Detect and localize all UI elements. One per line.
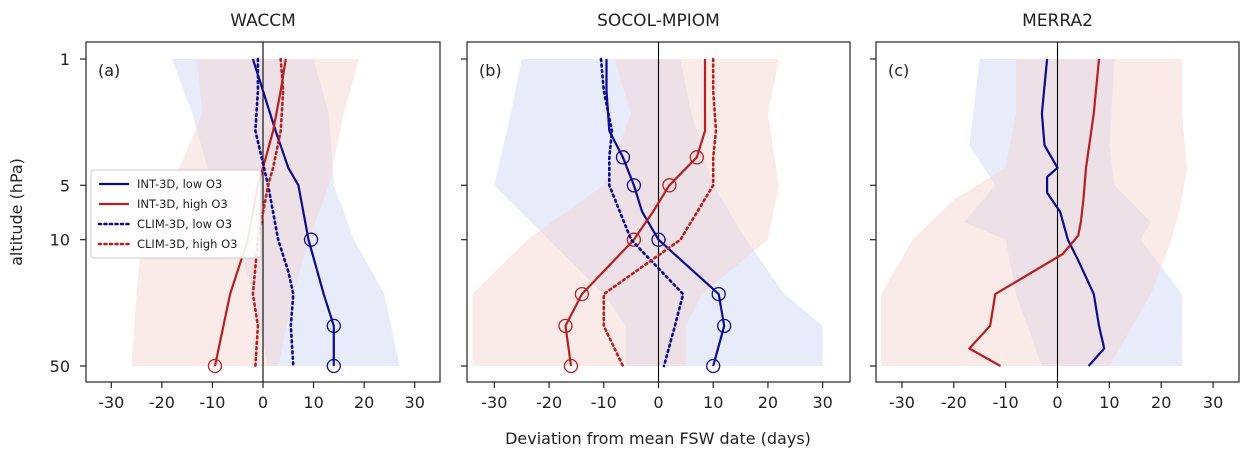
- series-1-marker-1: [615, 150, 631, 165]
- panels: -30 -20 -10 0 10 20 30 1 5 10 50 WACCM (a) INT-3D, lo…: [50, 11, 1240, 412]
- x-tick-label: -10: [199, 393, 225, 412]
- y-tick-label: 50: [50, 357, 70, 376]
- series-line-3: [254, 57, 295, 368]
- legend-label-1: INT-3D, low O3: [137, 177, 222, 191]
- spread-band-1: [964, 59, 1182, 366]
- series-2-marker-6: [563, 358, 579, 374]
- x-tick-label: 20: [354, 393, 374, 412]
- panel-title: SOCOL-MPIOM: [597, 11, 720, 31]
- x-tick-label: 10: [303, 393, 323, 412]
- spread-band-1: [171, 59, 400, 366]
- x-tick-label: 10: [703, 393, 723, 412]
- panel-title: MERRA2: [1022, 11, 1093, 31]
- x-tick-label: -30: [889, 393, 915, 412]
- series-1-marker-5: [717, 318, 732, 334]
- series-1-marker-4: [711, 286, 726, 302]
- series-1-marker-2: [326, 318, 341, 334]
- legend-label-2: INT-3D, high O3: [137, 197, 228, 211]
- panel-title: WACCM: [230, 11, 296, 31]
- series-2-marker-4: [574, 286, 590, 302]
- series-line-4: [251, 57, 285, 368]
- y-tick-label: 10: [50, 231, 70, 250]
- x-tick-label: -30: [98, 393, 124, 412]
- x-tick-label: 0: [653, 393, 663, 412]
- series-line-2: [564, 59, 707, 367]
- series-1-marker-2: [626, 178, 642, 193]
- x-tick-label: 20: [758, 393, 778, 412]
- panel-2: -30 -20 -10 0 10 20 30 SOCOL-MPIOM (b): [461, 11, 851, 412]
- panel-1: -30 -20 -10 0 10 20 30 1 5 10 50 WACCM (a) INT-3D, lo…: [50, 11, 441, 412]
- series-line-1: [251, 58, 335, 366]
- series-line-2: [968, 58, 1101, 367]
- series-line-1: [1040, 58, 1106, 367]
- panel-label: (b): [479, 61, 502, 80]
- x-tick-label: -10: [993, 393, 1019, 412]
- spread-band-2: [472, 59, 779, 366]
- series-2-marker-2: [662, 178, 677, 193]
- series-line-4: [602, 57, 718, 368]
- y-tick-label: 5: [60, 176, 70, 195]
- x-tick-label: -30: [481, 393, 507, 412]
- x-tick-label: -20: [149, 393, 175, 412]
- series-2-marker-5: [558, 318, 573, 334]
- x-tick-label: -20: [536, 393, 562, 412]
- x-axis-label: Deviation from mean FSW date (days): [505, 429, 811, 448]
- series-1-marker-3: [651, 232, 666, 247]
- spread-band-2: [881, 59, 1188, 366]
- panel-3: -30 -20 -10 0 10 20 30 MERRA2 (c): [870, 11, 1240, 412]
- x-tick-label: 30: [1203, 393, 1223, 412]
- x-tick-label: -10: [591, 393, 617, 412]
- x-tick-label: 30: [812, 393, 832, 412]
- series-2-marker-3: [626, 232, 642, 247]
- x-tick-label: 0: [258, 393, 268, 412]
- x-tick-label: 10: [1099, 393, 1119, 412]
- series-1-marker-1: [303, 232, 319, 247]
- x-tick-label: -20: [941, 393, 967, 412]
- x-tick-label: 30: [405, 393, 425, 412]
- legend-frame: [90, 169, 262, 259]
- legend: INT-3D, low O3 INT-3D, high O3 CLIM-3D, lo…: [90, 169, 262, 259]
- x-tick-label: 0: [1052, 393, 1062, 412]
- series-2-marker-1: [207, 358, 223, 374]
- y-tick-label: 1: [60, 50, 70, 69]
- series-1-marker-3: [326, 358, 341, 374]
- series-2-marker-1: [689, 150, 704, 165]
- legend-label-4: CLIM-3D, high O3: [137, 237, 237, 251]
- x-tick-label: 20: [1151, 393, 1171, 412]
- legend-label-3: CLIM-3D, low O3: [137, 217, 232, 231]
- y-axis-label: altitude (hPa): [7, 158, 26, 266]
- panel-label: (c): [888, 61, 909, 80]
- series-1-marker-6: [706, 358, 721, 374]
- panel-label: (a): [98, 61, 120, 80]
- series-line-3: [599, 57, 685, 368]
